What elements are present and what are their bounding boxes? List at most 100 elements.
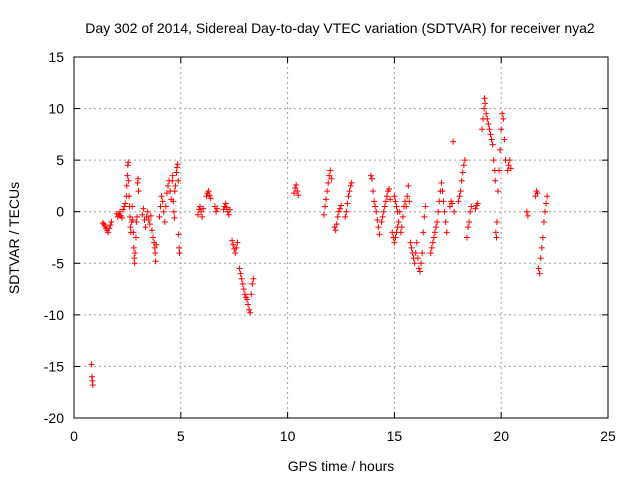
data-point [321,203,328,210]
data-point [125,159,132,166]
data-point [373,208,380,215]
data-point [474,200,481,207]
data-point [482,100,489,107]
data-point [148,227,155,234]
data-point [391,239,398,246]
data-point [229,237,236,244]
data-point [460,162,467,169]
data-point [239,280,246,287]
data-point [443,229,450,236]
data-point [170,208,177,215]
data-point [406,198,413,205]
data-point [205,188,212,195]
data-point [538,244,545,251]
data-point [320,211,327,218]
data-point [140,205,147,212]
data-point [108,219,115,226]
data-point [127,224,134,231]
data-point [484,115,491,122]
data-point [323,196,330,203]
data-point [371,198,378,205]
data-point [295,192,302,199]
data-point [132,234,139,241]
data-point [333,221,340,228]
data-point [428,244,435,251]
data-point [328,175,335,182]
x-tick-labels: 0 5 10 15 20 25 [70,428,616,444]
data-point [176,244,183,251]
data-point [532,193,539,200]
data-point [336,205,343,212]
data-point [173,169,180,176]
data-point [392,198,399,205]
data-point [175,231,182,238]
data-point [220,206,227,213]
data-point [541,208,548,215]
data-point [459,169,466,176]
data-point [199,213,206,220]
data-point [488,136,495,143]
x-axis-label: GPS time / hours [288,458,395,474]
data-point [404,193,411,200]
data-point [496,167,503,174]
data-point [493,219,500,226]
data-point [446,203,453,210]
data-points [88,95,551,388]
data-point [398,224,405,231]
data-point [430,234,437,241]
data-point [395,219,402,226]
data-point [441,208,448,215]
data-point [378,219,385,226]
data-point [407,239,414,246]
data-point [135,188,142,195]
data-point [467,208,474,215]
data-point [413,239,420,246]
y-axis-label: SDTVAR / TECUs [6,182,22,294]
data-point [164,182,171,189]
data-point [123,182,130,189]
data-point [89,381,96,388]
data-point [153,241,160,248]
data-point [415,265,422,272]
data-point [485,121,492,128]
data-point [346,188,353,195]
data-point [408,244,415,251]
data-point [394,208,401,215]
data-point [418,260,425,267]
data-point [130,229,137,236]
data-point [487,131,494,138]
data-point [152,258,159,265]
data-point [348,179,355,186]
data-point [142,224,149,231]
data-point [374,216,381,223]
data-point [494,188,501,195]
data-point [203,193,210,200]
data-point [461,157,468,164]
data-point [238,275,245,282]
data-point [236,265,243,272]
data-point [493,234,500,241]
data-point [412,249,419,256]
data-point [237,270,244,277]
data-point [458,177,465,184]
data-point [324,188,331,195]
data-point [161,219,168,226]
data-point [126,193,133,200]
data-point [294,188,301,195]
data-point [130,244,137,251]
data-point [387,196,394,203]
data-point [156,213,163,220]
data-point [135,175,142,182]
data-point [431,229,438,236]
data-point [129,216,136,223]
data-point [457,188,464,195]
data-point [234,239,241,246]
data-point [492,177,499,184]
data-point [433,224,440,231]
data-point [134,213,141,220]
data-point [223,204,230,211]
data-point [466,219,473,226]
data-point [250,275,257,282]
data-point [342,213,349,220]
